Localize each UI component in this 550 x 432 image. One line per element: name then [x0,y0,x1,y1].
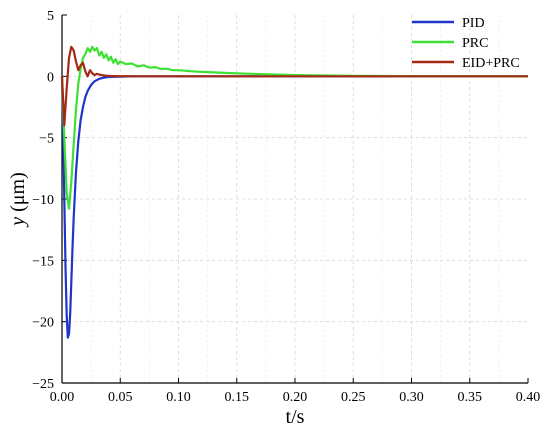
x-tick-label-5: 0.25 [341,390,366,405]
y-tick-label-5: −20 [32,316,54,331]
y-axis-title-unit: (μm) [7,172,29,217]
legend-label-pid: PID [462,16,485,31]
y-tick-label-6: −25 [32,377,54,392]
x-tick-label-0: 0.00 [50,390,75,405]
y-axis-title: y (μm) [7,172,29,228]
x-axis-title: t/s [286,406,305,428]
y-tick-label-2: −5 [39,132,54,147]
legend-label-prc: PRC [462,36,488,51]
x-tick-label-6: 0.30 [399,390,424,405]
x-tick-label-3: 0.15 [225,390,250,405]
legend-label-eid-prc: EID+PRC [462,56,520,71]
y-tick-label-3: −10 [32,193,54,208]
y-tick-label-0: 5 [47,9,54,24]
y-tick-label-1: 0 [47,70,54,85]
x-tick-label-2: 0.10 [166,390,191,405]
y-tick-label-4: −15 [32,254,54,269]
x-tick-label-7: 0.35 [458,390,483,405]
y-axis-title-variable: y [7,217,29,228]
x-tick-label-1: 0.05 [108,390,133,405]
x-tick-label-4: 0.20 [283,390,308,405]
series-line-prc [60,45,529,210]
x-tick-label-8: 0.40 [516,390,541,405]
series-line-eid-prc [60,45,528,127]
